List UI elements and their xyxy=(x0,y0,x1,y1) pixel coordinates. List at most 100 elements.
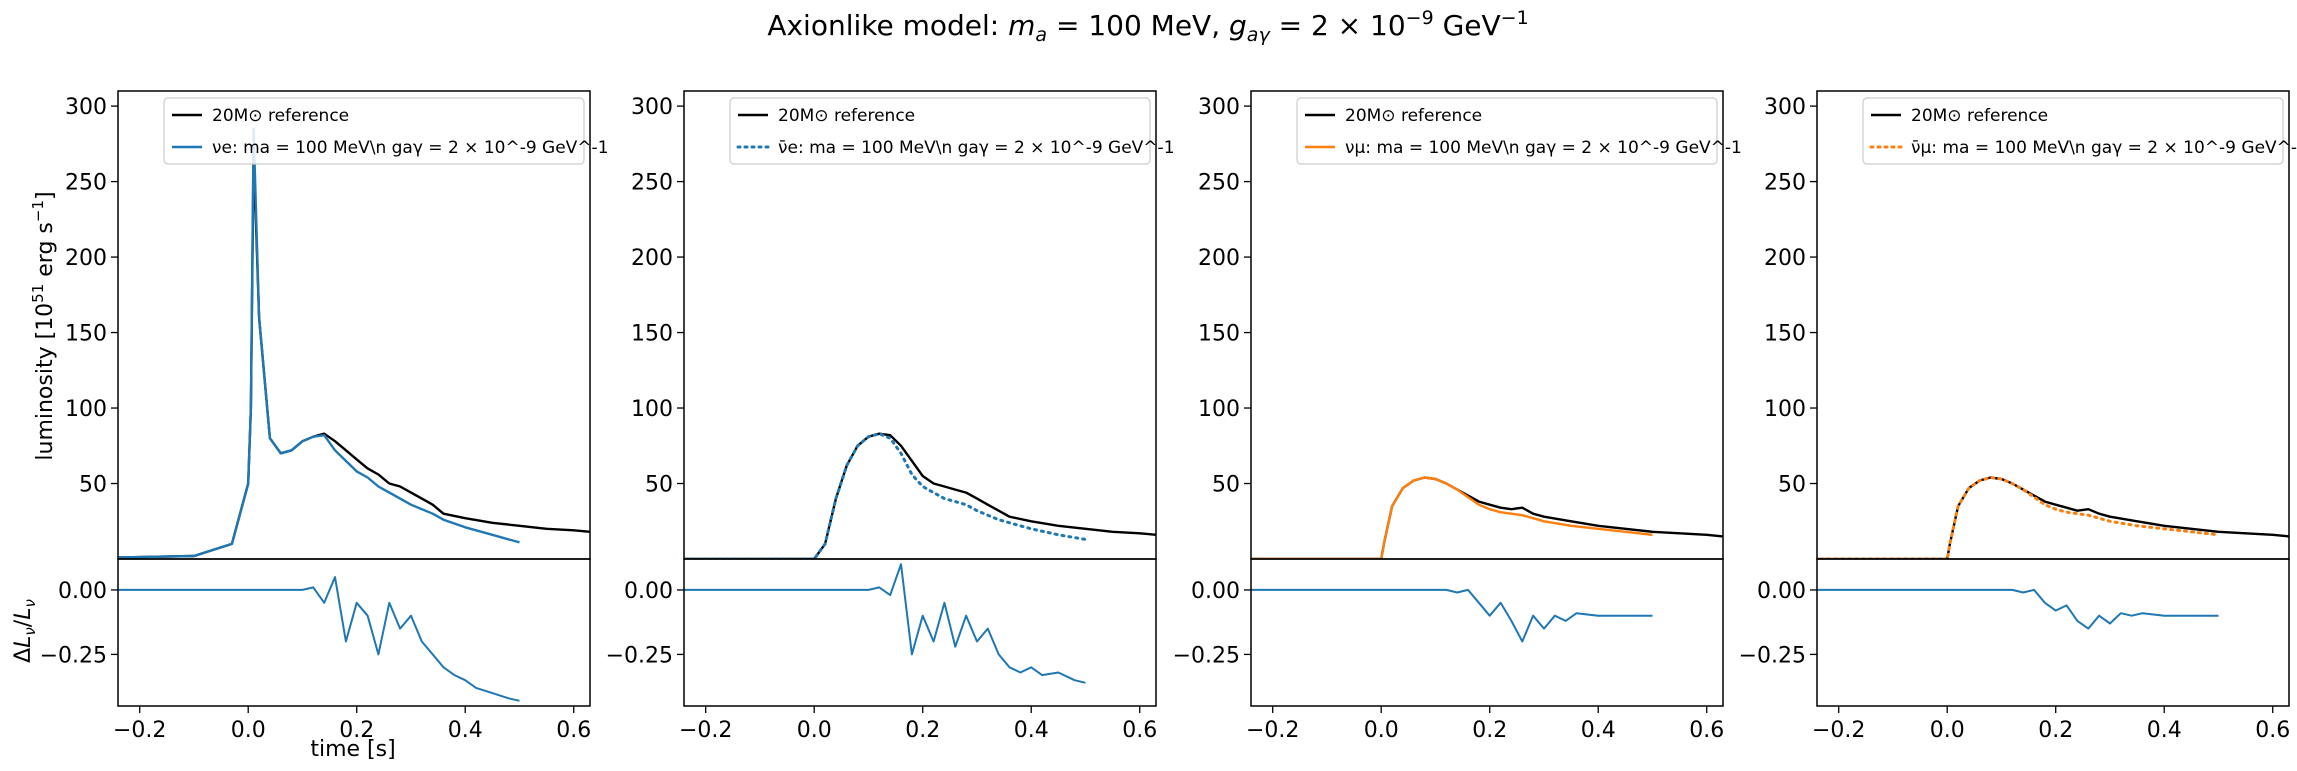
top-ylabel-c: ] xyxy=(33,191,58,200)
x-tick-label: 0.0 xyxy=(1364,718,1399,743)
y-tick-label: 150 xyxy=(631,322,673,347)
panels: 50 100 150 200 250 300 0.00 −0.25 −0.2 0.0 0.2 0.4 0… xyxy=(40,90,2297,743)
y-tick-label: 300 xyxy=(1198,95,1240,120)
panel-anti_nu_e: 50 100 150 200 250 300 0.00 −0.25 −0.2 0.0 0.2 0.4 0… xyxy=(606,90,1175,743)
y-tick-label: 250 xyxy=(1198,171,1240,196)
y-tick-label: 150 xyxy=(65,322,107,347)
y-tick-label: 50 xyxy=(645,473,673,498)
bottom-ylabel-d: / xyxy=(11,619,36,627)
y-tick-label: 100 xyxy=(631,397,673,422)
residual-group xyxy=(1817,588,2219,630)
reference-line xyxy=(118,150,590,559)
top-ylabel: luminosity [1051 erg s−1] xyxy=(29,191,58,460)
top-ylabel-b: erg s xyxy=(33,222,58,284)
legend-label-reference: 20M⊙ reference xyxy=(212,106,349,126)
model-line xyxy=(684,432,1087,559)
top-ylabel-a: luminosity [10 xyxy=(33,303,58,461)
legend-box xyxy=(1296,97,1718,165)
residual-y-tick-label: 0.00 xyxy=(624,579,673,604)
title-mass: m xyxy=(1008,9,1035,42)
residual-y-tick-label: 0.00 xyxy=(58,579,107,604)
y-tick-label: 300 xyxy=(65,95,107,120)
residual-group xyxy=(118,576,520,702)
y-tick-label: 250 xyxy=(631,171,673,196)
legend: 20M⊙ reference ν̄e: ma = 100 MeV\n gaγ = … xyxy=(729,97,1175,165)
x-tick-label: 0.4 xyxy=(2147,718,2182,743)
y-tick-label: 250 xyxy=(1764,171,1806,196)
xlabel: time [s] xyxy=(310,737,395,762)
y-tick-label: 200 xyxy=(65,246,107,271)
residual-group xyxy=(1251,588,1653,643)
legend-label-model: ν̄μ: ma = 100 MeV\n gaγ = 2 × 10^-9 GeV^… xyxy=(1911,138,2297,158)
legend-label-model: ν̄e: ma = 100 MeV\n gaγ = 2 × 10^-9 GeV^… xyxy=(778,138,1175,158)
x-tick-label: 0.4 xyxy=(1581,718,1616,743)
reference-line xyxy=(1251,476,1723,559)
title-coupling: g xyxy=(1229,9,1247,42)
x-tick-label: 0.2 xyxy=(1472,718,1507,743)
x-tick-label: 0.6 xyxy=(1689,718,1724,743)
y-tick-label: 100 xyxy=(1764,397,1806,422)
title-coupling-value: = 2 × 10 xyxy=(1270,9,1406,42)
y-tick-label: 100 xyxy=(65,397,107,422)
residual-y-tick-label: −0.25 xyxy=(40,643,107,668)
bottom-ylabel-b: L xyxy=(11,636,36,648)
title-coupling-exp: −9 xyxy=(1406,7,1434,29)
residual-line xyxy=(1251,588,1653,643)
series-group xyxy=(1817,476,2289,559)
title-coupling-sub: aγ xyxy=(1247,24,1272,46)
y-tick-label: 50 xyxy=(79,473,107,498)
bottom-axes-frame xyxy=(683,558,1157,707)
residual-line xyxy=(1817,588,2219,630)
legend-label-model: νμ: ma = 100 MeV\n gaγ = 2 × 10^-9 GeV^-… xyxy=(1345,138,1742,158)
legend: 20M⊙ reference ν̄μ: ma = 100 MeV\n gaγ = … xyxy=(1862,97,2297,165)
bottom-ylabel-e: L xyxy=(11,607,36,619)
residual-y-tick-label: −0.25 xyxy=(606,643,673,668)
panel-anti_nu_mu: 50 100 150 200 250 300 0.00 −0.25 −0.2 0.0 0.2 0.4 0… xyxy=(1739,90,2297,743)
legend-box xyxy=(163,97,585,165)
series-group xyxy=(1251,476,1723,559)
x-tick-label: −0.2 xyxy=(1246,718,1299,743)
panel-nu_mu: 50 100 150 200 250 300 0.00 −0.25 −0.2 0.0 0.2 0.4 0… xyxy=(1173,90,1742,743)
residual-y-tick-label: 0.00 xyxy=(1757,579,1806,604)
legend-box xyxy=(729,97,1151,165)
bottom-axes-frame xyxy=(117,558,591,707)
residual-y-tick-label: 0.00 xyxy=(1191,579,1240,604)
title-unit-exp: −1 xyxy=(1501,7,1529,29)
x-tick-label: 0.0 xyxy=(1930,718,1965,743)
y-tick-label: 200 xyxy=(1198,246,1240,271)
y-tick-label: 150 xyxy=(1198,322,1240,347)
y-tick-label: 50 xyxy=(1778,473,1806,498)
x-tick-label: 0.0 xyxy=(797,718,832,743)
bottom-ylabel-f: ν xyxy=(21,599,39,607)
title-mass-value: = 100 MeV, xyxy=(1047,9,1229,42)
y-tick-label: 50 xyxy=(1212,473,1240,498)
series-group xyxy=(684,432,1156,559)
reference-line xyxy=(684,432,1156,559)
x-tick-label: 0.4 xyxy=(448,718,483,743)
y-tick-label: 300 xyxy=(1764,95,1806,120)
figure-title: Axionlike model: ma = 100 MeV, gaγ = 2 ×… xyxy=(767,7,1528,46)
x-tick-label: 0.2 xyxy=(2038,718,2073,743)
x-tick-label: −0.2 xyxy=(113,718,166,743)
legend-label-reference: 20M⊙ reference xyxy=(1911,106,2048,126)
bottom-ylabel-c: ν xyxy=(21,627,39,635)
y-tick-label: 250 xyxy=(65,171,107,196)
title-mass-sub: a xyxy=(1035,24,1047,46)
model-line xyxy=(1817,476,2220,559)
residual-y-tick-label: −0.25 xyxy=(1173,643,1240,668)
top-ylabel-exp: 51 xyxy=(29,284,47,303)
x-tick-label: 0.2 xyxy=(905,718,940,743)
bottom-ylabel-a: Δ xyxy=(11,648,36,663)
top-ylabel-exp2: −1 xyxy=(29,200,47,222)
x-tick-label: 0.6 xyxy=(556,718,591,743)
title-prefix: Axionlike model: xyxy=(767,9,1008,42)
x-tick-label: −0.2 xyxy=(679,718,732,743)
legend-label-reference: 20M⊙ reference xyxy=(1345,106,1482,126)
bottom-axes-frame xyxy=(1816,558,2290,707)
residual-line xyxy=(118,576,520,702)
y-tick-label: 150 xyxy=(1764,322,1806,347)
model-line xyxy=(118,127,520,559)
x-tick-label: 0.6 xyxy=(1122,718,1157,743)
y-tick-label: 300 xyxy=(631,95,673,120)
y-tick-label: 200 xyxy=(631,246,673,271)
